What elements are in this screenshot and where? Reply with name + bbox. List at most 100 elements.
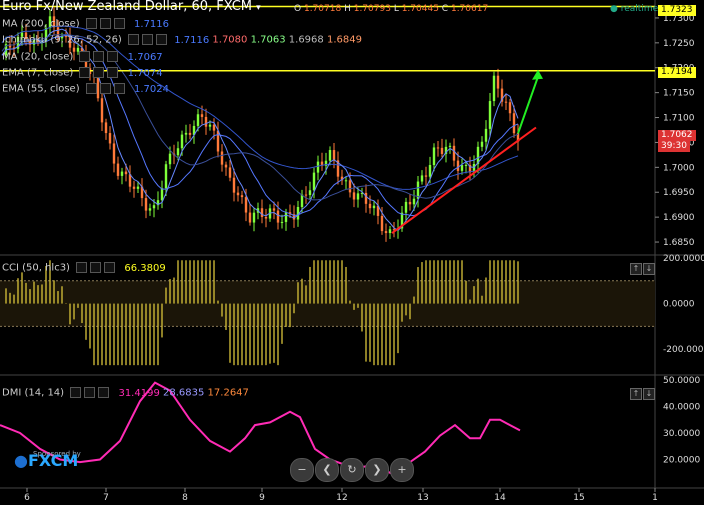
indicator-ichimoku[interactable]: Ichimoku (9, 26, 52, 26) 1.7116 1.7080 1… [2,34,362,47]
candle-body [76,47,80,52]
settings-icon[interactable] [128,34,140,45]
candle-body [140,186,144,199]
close-icon[interactable] [107,51,119,62]
indicator-ma200[interactable]: MA (200, close) 1.7116 [2,18,169,31]
candle-body [384,231,388,234]
scroll-left-button[interactable]: ❮ [315,458,339,482]
close-icon[interactable] [107,67,119,78]
close-icon[interactable] [156,34,168,45]
price-tick-label: 1.7250 [663,39,695,49]
ichimoku-value-4: 1.6968 [288,34,324,46]
candle-body [160,188,164,201]
settings-icon[interactable] [79,51,91,62]
settings-icon[interactable] [85,83,97,94]
candle-body [456,160,460,171]
candle-body [136,186,140,189]
cci-tick-label: -200.0000 [663,345,704,355]
visibility-icon[interactable] [93,51,105,62]
settings-icon[interactable] [70,387,82,398]
ma200-line [1,25,519,190]
candle-body [216,130,220,152]
reset-button[interactable]: ↻ [340,458,364,482]
dmi-name: DMI (14, 14) [2,387,65,399]
pane-down-icon[interactable]: ↓ [643,388,655,400]
candle-body [356,193,360,200]
indicator-name: MA (20, close) [2,51,74,63]
dmi-legend[interactable]: DMI (14, 14) 31.4199 28.6835 17.2647 [2,387,249,400]
fxcm-logo[interactable]: ●FXCM [14,453,78,469]
dmi-minus-value: 28.6835 [163,387,205,399]
chevron-right-icon: ❯ [372,463,382,476]
candle-body [404,201,408,213]
forecast-arrow-head [532,69,543,80]
candle-body [468,164,472,173]
symbol-title[interactable]: Euro Fx/New Zealand Dollar, 60, FXCM ▾ [2,0,261,14]
settings-icon[interactable] [79,67,91,78]
visibility-icon[interactable] [99,18,111,29]
close-icon[interactable] [113,83,125,94]
visibility-icon[interactable] [90,262,102,273]
visibility-icon[interactable] [84,387,96,398]
pane-up-icon[interactable]: ↑ [630,263,642,275]
zoom-in-button[interactable]: + [390,458,414,482]
indicator-name: EMA (55, close) [2,83,80,95]
sponsor-text: Sponsored by [33,450,81,458]
candle-body [392,229,396,231]
dmi-tick-label: 20.0000 [663,456,700,466]
candle-body [292,214,296,220]
pane-down-icon[interactable]: ↓ [643,263,655,275]
candle-body [484,128,488,142]
candle-body [440,147,444,154]
zoom-out-button[interactable]: − [290,458,314,482]
candle-body [360,192,364,194]
candle-body [20,32,24,37]
visibility-icon[interactable] [142,34,154,45]
high-label: H [344,4,351,14]
pane-up-icon[interactable]: ↑ [630,388,642,400]
candle-body [164,164,168,189]
close-icon[interactable] [98,387,110,398]
cci-tick-label: 0.0000 [663,300,695,310]
time-tick-label: 6 [24,493,30,503]
cci-legend[interactable]: CCI (50, hlc3) 66.3809 [2,262,166,275]
close-icon[interactable] [104,262,116,273]
price-tick-label: 1.6900 [663,213,695,223]
candle-body [508,102,512,114]
candle-body [460,165,464,171]
candle-body [336,160,340,177]
settings-icon[interactable] [85,18,97,29]
candle-body [352,192,356,200]
high-value: 1.70793 [353,4,391,14]
candle-body [300,194,304,207]
candle-body [248,212,252,223]
adx-value: 17.2647 [207,387,249,399]
price-tick-label: 1.7300 [663,14,695,24]
price-tick-label: 1.7000 [663,163,695,173]
close-icon[interactable] [113,18,125,29]
symbol-dropdown-icon[interactable]: ▾ [256,3,261,13]
candle-body [372,205,376,209]
candle-body [312,172,316,191]
candle-body [244,197,248,213]
candle-body [8,44,12,48]
candle-body [504,101,508,103]
indicator-ema55[interactable]: EMA (55, close) 1.7024 [2,83,169,96]
settings-icon[interactable] [76,262,88,273]
open-label: O [294,4,302,14]
candle-body [464,164,468,166]
visibility-icon[interactable] [99,83,111,94]
price-tick-label: 1.7150 [663,89,695,99]
visibility-icon[interactable] [93,67,105,78]
candle-body [332,150,336,161]
price-tag-level: 1.7194 [658,67,696,78]
indicator-ema7[interactable]: EMA (7, close) 1.7074 [2,67,163,80]
scroll-right-button[interactable]: ❯ [365,458,389,482]
indicator-ma20[interactable]: MA (20, close) 1.7067 [2,51,163,64]
fxcm-logo-icon: ● [14,451,28,470]
candle-body [32,39,36,45]
candle-body [264,216,268,219]
candle-body [56,27,60,39]
candle-body [240,195,244,198]
reset-icon: ↻ [347,463,357,476]
